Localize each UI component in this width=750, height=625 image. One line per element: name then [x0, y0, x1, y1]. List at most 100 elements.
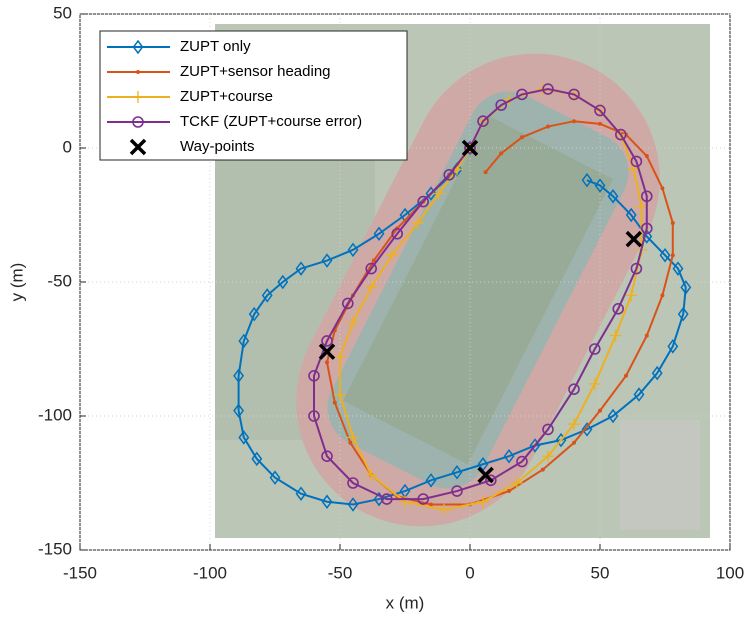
legend-label: ZUPT+course [180, 88, 273, 105]
marker [572, 119, 576, 124]
marker [598, 121, 602, 126]
marker [499, 151, 504, 156]
marker [412, 217, 424, 230]
marker [503, 448, 515, 464]
legend-entry: Way-points [129, 138, 254, 156]
marker [461, 139, 479, 157]
marker [660, 186, 665, 191]
marker [399, 495, 411, 508]
marker [659, 247, 671, 263]
marker [132, 39, 144, 55]
marker [510, 477, 523, 489]
marker [614, 128, 627, 141]
legend-label: ZUPT+sensor heading [180, 63, 331, 80]
legend-label: TCKF (ZUPT+course error) [180, 113, 362, 130]
marker [347, 477, 359, 489]
marker [588, 343, 601, 355]
marker [417, 195, 430, 208]
marker [251, 451, 263, 467]
marker [365, 281, 378, 294]
marker [347, 242, 359, 258]
marker [516, 88, 528, 101]
marker [540, 467, 545, 472]
marker [581, 172, 593, 188]
y-tick-label: -150 [38, 539, 72, 558]
marker [248, 306, 260, 322]
marker [680, 280, 692, 295]
marker [129, 138, 147, 156]
marker [484, 474, 497, 487]
marker [660, 293, 665, 298]
marker [594, 178, 606, 193]
marker [640, 222, 653, 235]
marker [630, 155, 643, 168]
marker [295, 486, 307, 501]
background-image [215, 24, 710, 538]
x-tick-label: -50 [328, 563, 353, 582]
marker [624, 373, 628, 378]
marker [238, 430, 250, 445]
x-axis-label: x (m) [386, 593, 425, 612]
marker [641, 229, 653, 244]
marker [572, 440, 576, 445]
marker [520, 135, 524, 140]
marker [132, 91, 144, 103]
marker [308, 410, 320, 422]
marker [625, 289, 638, 302]
marker [670, 221, 675, 226]
marker [568, 88, 580, 101]
marker [640, 190, 653, 203]
marker [417, 493, 430, 505]
marker [365, 262, 378, 275]
marker [321, 494, 333, 510]
marker [672, 261, 684, 276]
marker [136, 70, 140, 74]
marker [607, 408, 619, 424]
legend-entry: ZUPT+sensor heading [107, 63, 331, 80]
marker [635, 200, 648, 213]
marker [295, 261, 307, 276]
marker [555, 432, 567, 448]
legend-entry: ZUPT only [107, 38, 251, 55]
marker [507, 489, 511, 494]
marker [325, 360, 329, 365]
legend-label: ZUPT only [180, 38, 251, 55]
marker [644, 333, 649, 338]
marker [321, 450, 333, 463]
marker [612, 302, 625, 315]
marker [443, 169, 456, 181]
marker [347, 497, 359, 512]
marker [334, 351, 346, 364]
legend-label: Way-points [180, 138, 254, 155]
marker [495, 99, 508, 111]
marker [233, 368, 245, 384]
marker [391, 227, 404, 240]
marker [341, 297, 354, 310]
legend-box [99, 30, 408, 161]
y-axis-label: y (m) [7, 263, 26, 302]
marker [581, 422, 593, 437]
marker [677, 306, 689, 322]
marker [321, 253, 333, 268]
marker [348, 440, 353, 445]
marker [371, 258, 376, 263]
marker [483, 170, 488, 175]
x-tick-label: -150 [63, 563, 97, 582]
marker [644, 154, 649, 159]
marker [132, 116, 144, 128]
marker [269, 470, 281, 485]
marker [365, 468, 378, 481]
marker [233, 403, 245, 418]
marker [261, 288, 273, 303]
marker [529, 438, 541, 453]
marker [477, 495, 489, 508]
marker [630, 262, 643, 275]
x-tick-label: -100 [193, 563, 227, 582]
marker [670, 253, 675, 258]
marker [651, 365, 663, 381]
marker [386, 249, 398, 262]
marker [477, 466, 494, 484]
marker [347, 431, 359, 444]
marker [607, 188, 619, 204]
marker [477, 115, 489, 127]
